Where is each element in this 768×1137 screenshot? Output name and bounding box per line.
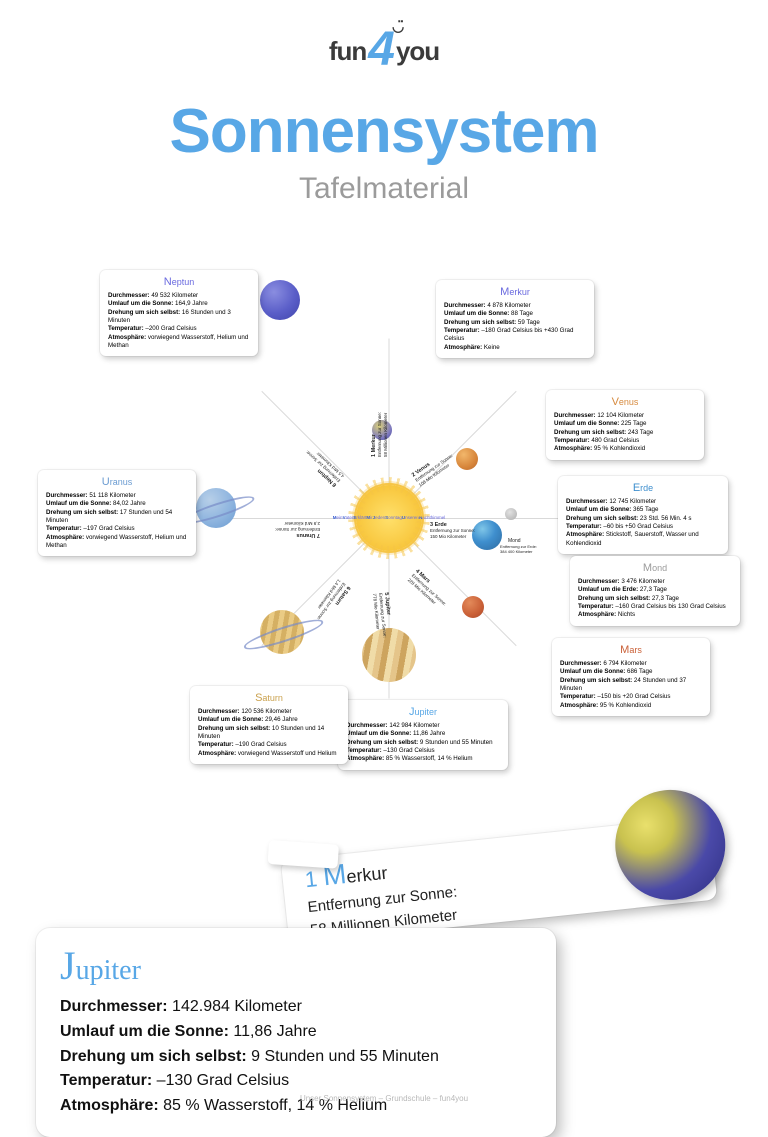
merkur-card-row: Umlauf um die Sonne: 88 Tage: [444, 310, 586, 318]
mars-card-row: Temperatur: –150 bis +20 Grad Celsius: [560, 693, 702, 701]
saturn-card: Saturn Durchmesser: 120 536 KilometerUmla…: [190, 686, 348, 764]
uranus-card-row: Drehung um sich selbst: 17 Stunden und 5…: [46, 509, 188, 526]
bigcard-row: Durchmesser: 142.984 Kilometer: [60, 995, 538, 1020]
page-subtitle: Tafelmaterial: [299, 172, 469, 206]
merkur-card-row: Durchmesser: 4 878 Kilometer: [444, 302, 586, 310]
merkur-card-title: Merkur: [444, 285, 586, 300]
ray-label: 8 NeptunEntfernung zur Sonne:4,5 Mrd Kil…: [301, 444, 347, 488]
mond-card-row: Umlauf um die Erde: 27,3 Tage: [578, 586, 732, 594]
page-title: Sonnensystem: [169, 96, 598, 167]
erde-card-row: Umlauf um die Sonne: 365 Tage: [566, 506, 720, 514]
ray-label: 5 JupiterEntfernung zur Sonne:778 Mio Ki…: [371, 592, 394, 639]
uranus-card-row: Temperatur: –197 Grad Celsius: [46, 525, 188, 533]
bigcard-row: Drehung um sich selbst: 9 Stunden und 55…: [60, 1045, 538, 1070]
saturn-card-row: Atmosphäre: vorwiegend Wasserstoff und H…: [198, 750, 340, 758]
saturn-card-row: Temperatur: –190 Grad Celsius: [198, 741, 340, 749]
neptun-planet-icon: [260, 280, 300, 320]
erde-card: Erde Durchmesser: 12 745 KilometerUmlauf …: [558, 476, 728, 554]
uranus-card-row: Umlauf um die Sonne: 84,02 Jahre: [46, 500, 188, 508]
footer-caption: Unser Sonnensystem – Grundschule – fun4y…: [300, 1094, 468, 1103]
neptun-card: Neptun Durchmesser: 49 532 KilometerUmlau…: [100, 270, 258, 356]
bigcard-name: Jupiter: [60, 942, 538, 989]
mond-card-title: Mond: [578, 561, 732, 576]
jupiter-card-row: Drehung um sich selbst: 9 Stunden und 55…: [346, 739, 500, 747]
callout-tab: [267, 840, 339, 869]
ray-label: 2 VenusEntfernung zur Sonne:108 Mio Kilo…: [411, 448, 458, 489]
erde-card-row: Drehung um sich selbst: 23 Std. 56 Min. …: [566, 515, 720, 523]
mond-distance: Entfernung zur Erde:384 400 Kilometer: [500, 544, 537, 554]
venus-card-title: Venus: [554, 395, 696, 410]
venus-card-row: Durchmesser: 12 104 Kilometer: [554, 412, 696, 420]
mond-card-row: Atmosphäre: Nichts: [578, 611, 732, 619]
merkur-card-row: Atmosphäre: Keine: [444, 344, 586, 352]
mars-planet-icon: [462, 596, 484, 618]
venus-card-row: Temperatur: 480 Grad Celsius: [554, 437, 696, 445]
erde-card-row: Atmosphäre: Stickstoff, Sauerstoff, Wass…: [566, 531, 720, 548]
ray-label: 3 ErdeEntfernung zur Sonne:150 Mio Kilom…: [430, 522, 475, 540]
erde-card-row: Durchmesser: 12 745 Kilometer: [566, 498, 720, 506]
ray-label: 1 MerkurEntfernung zur Sonne:58 Millione…: [371, 412, 389, 457]
mars-card: Mars Durchmesser: 6 794 KilometerUmlauf u…: [552, 638, 710, 716]
merkur-card: Merkur Durchmesser: 4 878 KilometerUmlauf…: [436, 280, 594, 358]
mond-card-row: Temperatur: –160 Grad Celsius bis 130 Gr…: [578, 603, 732, 611]
bigcard-row: Temperatur: –130 Grad Celsius: [60, 1069, 538, 1094]
mond-planet-icon: [505, 508, 517, 520]
bigcard-row: Umlauf um die Sonne: 11,86 Jahre: [60, 1020, 538, 1045]
mond-card-row: Durchmesser: 3 476 Kilometer: [578, 578, 732, 586]
neptun-card-title: Neptun: [108, 275, 250, 290]
merkur-card-row: Drehung um sich selbst: 59 Tage: [444, 319, 586, 327]
merkur-orb-icon: [610, 784, 731, 905]
neptun-card-row: Temperatur: –200 Grad Celsius: [108, 325, 250, 333]
mars-card-row: Umlauf um die Sonne: 686 Tage: [560, 668, 702, 676]
saturn-card-row: Durchmesser: 120 536 Kilometer: [198, 708, 340, 716]
venus-card-row: Umlauf um die Sonne: 225 Tage: [554, 420, 696, 428]
jupiter-card: Jupiter Durchmesser: 142 984 KilometerUml…: [338, 700, 508, 770]
ray-label: 7 UranusEntfernung zur Sonne:2,9 Mrd Kil…: [275, 520, 320, 538]
mond-card-row: Drehung um sich selbst: 27,3 Tage: [578, 595, 732, 603]
jupiter-card-row: Temperatur: –130 Grad Celsius: [346, 747, 500, 755]
venus-planet-icon: [456, 448, 478, 470]
erde-card-title: Erde: [566, 481, 720, 496]
logo: fun 4 you ◡̈: [329, 24, 439, 79]
logo-right: you: [396, 36, 439, 67]
uranus-card-title: Uranus: [46, 475, 188, 490]
venus-card: Venus Durchmesser: 12 104 KilometerUmlauf…: [546, 390, 704, 460]
solar-diagram: MeinVaterErklärtMirJedenSonntagUnserenNa…: [0, 220, 768, 740]
neptun-card-row: Drehung um sich selbst: 16 Stunden und 3…: [108, 309, 250, 326]
ray-label: 6 SaturnEntfernung zur Sonne:1,4 Mrd Kil…: [310, 578, 351, 625]
mars-card-row: Drehung um sich selbst: 24 Stunden und 3…: [560, 677, 702, 694]
erde-card-row: Temperatur: –60 bis +50 Grad Celsius: [566, 523, 720, 531]
callout-name-rest: erkur: [345, 862, 388, 886]
neptun-card-row: Atmosphäre: vorwiegend Wasserstoff, Heli…: [108, 334, 250, 351]
uranus-planet-icon: [196, 488, 236, 528]
jupiter-card-row: Atmosphäre: 85 % Wasserstoff, 14 % Heliu…: [346, 755, 500, 763]
saturn-card-row: Drehung um sich selbst: 10 Stunden und 1…: [198, 725, 340, 742]
logo-four: 4: [368, 22, 394, 77]
jupiter-big-card: Jupiter Durchmesser: 142.984 KilometerUm…: [36, 928, 556, 1137]
neptun-card-row: Umlauf um die Sonne: 164,9 Jahre: [108, 300, 250, 308]
merkur-callout-strip: 1 Merkur Entfernung zur Sonne: 58 Millio…: [281, 816, 717, 944]
saturn-planet-icon: [260, 610, 304, 654]
saturn-card-title: Saturn: [198, 691, 340, 706]
saturn-card-row: Umlauf um die Sonne: 29,46 Jahre: [198, 716, 340, 724]
mars-card-title: Mars: [560, 643, 702, 658]
jupiter-card-title: Jupiter: [346, 705, 500, 720]
logo-smile-icon: ◡̈: [392, 18, 403, 35]
mond-card: Mond Durchmesser: 3 476 KilometerUmlauf u…: [570, 556, 740, 626]
mars-card-row: Atmosphäre: 95 % Kohlendioxid: [560, 702, 702, 710]
venus-card-row: Atmosphäre: 95 % Kohlendioxid: [554, 445, 696, 453]
neptun-card-row: Durchmesser: 49 532 Kilometer: [108, 292, 250, 300]
erde-planet-icon: [472, 520, 502, 550]
uranus-card: Uranus Durchmesser: 51 118 KilometerUmlau…: [38, 470, 196, 556]
jupiter-card-row: Umlauf um die Sonne: 11,86 Jahre: [346, 730, 500, 738]
uranus-card-row: Atmosphäre: vorwiegend Wasserstoff, Heli…: [46, 534, 188, 551]
uranus-card-row: Durchmesser: 51 118 Kilometer: [46, 492, 188, 500]
venus-card-row: Drehung um sich selbst: 243 Tage: [554, 429, 696, 437]
logo-left: fun: [329, 36, 366, 67]
sun-icon: MeinVaterErklärtMirJedenSonntagUnserenNa…: [356, 485, 422, 551]
merkur-card-row: Temperatur: –180 Grad Celsius bis +430 G…: [444, 327, 586, 344]
jupiter-card-row: Durchmesser: 142 984 Kilometer: [346, 722, 500, 730]
mars-card-row: Durchmesser: 6 794 Kilometer: [560, 660, 702, 668]
